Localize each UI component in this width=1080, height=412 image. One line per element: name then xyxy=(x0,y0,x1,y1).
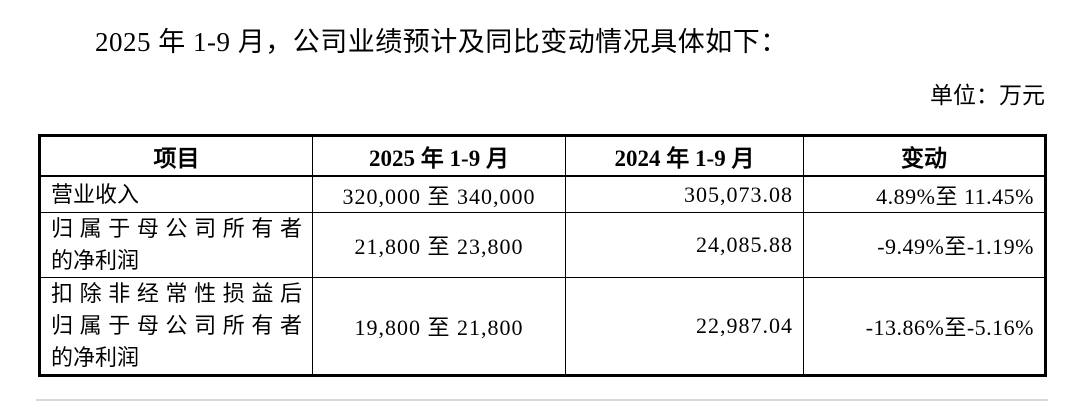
intro-paragraph: 2025 年 1-9 月，公司业绩预计及同比变动情况具体如下： xyxy=(95,27,788,57)
value-cell-revenue-2024: 305,073.08 xyxy=(565,175,804,213)
item-cell-deducted-net-profit: 扣除非经常性损益后 归属于母公司所有者 的净利润 xyxy=(39,277,313,376)
value-cell-revenue-2025: 320,000 至 340,000 xyxy=(312,175,566,213)
value-cell-net-profit-change: -9.49%至-1.19% xyxy=(803,212,1046,278)
value-cell-deducted-net-profit-2025: 19,800 至 21,800 xyxy=(312,277,566,376)
item-line: 的净利润 xyxy=(51,345,140,370)
table-header-row: 项目 2025 年 1-9 月 2024 年 1-9 月 变动 xyxy=(39,135,1046,177)
table-row-revenue: 营业收入 320,000 至 340,000 305,073.08 4.89%至… xyxy=(39,175,1046,213)
header-cell-item: 项目 xyxy=(39,135,313,177)
item-line: 的净利润 xyxy=(51,248,140,273)
value-cell-net-profit-2025: 21,800 至 23,800 xyxy=(312,212,566,278)
header-cell-2025: 2025 年 1-9 月 xyxy=(312,135,566,177)
table-row-deducted-net-profit: 扣除非经常性损益后 归属于母公司所有者 的净利润 19,800 至 21,800… xyxy=(39,277,1046,376)
bottom-separator-line xyxy=(36,399,1048,401)
item-line: 扣除非经常性损益后 xyxy=(51,281,302,306)
value-cell-revenue-change: 4.89%至 11.45% xyxy=(803,175,1046,213)
item-cell-net-profit: 归属于母公司所有者 的净利润 xyxy=(39,212,313,278)
performance-forecast-table: 项目 2025 年 1-9 月 2024 年 1-9 月 变动 营业收入 320… xyxy=(38,134,1047,377)
header-cell-change: 变动 xyxy=(803,135,1046,177)
item-line: 营业收入 xyxy=(51,181,140,207)
value-cell-deducted-net-profit-change: -13.86%至-5.16% xyxy=(803,277,1046,376)
item-line: 归属于母公司所有者 xyxy=(51,313,302,338)
header-cell-2024: 2024 年 1-9 月 xyxy=(565,135,804,177)
item-cell-revenue: 营业收入 xyxy=(39,175,313,213)
item-line: 归属于母公司所有者 xyxy=(51,216,302,241)
value-cell-net-profit-2024: 24,085.88 xyxy=(565,212,804,278)
table-row-net-profit: 归属于母公司所有者 的净利润 21,800 至 23,800 24,085.88… xyxy=(39,212,1046,278)
value-cell-deducted-net-profit-2024: 22,987.04 xyxy=(565,277,804,376)
unit-label: 单位：万元 xyxy=(930,83,1045,108)
